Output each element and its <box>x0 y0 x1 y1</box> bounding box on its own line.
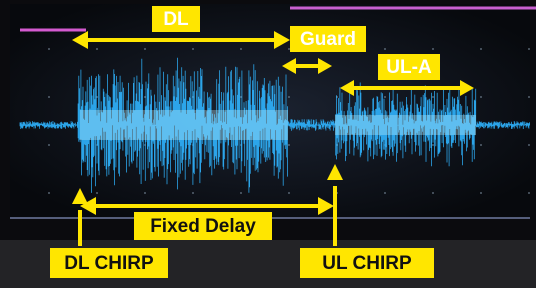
label-dl: DL <box>163 9 189 30</box>
label-ul-a: UL-A <box>386 57 432 78</box>
page: DL Guard UL-A Fixed Delay DL CHIRP UL CH… <box>0 0 536 288</box>
label-guard: Guard <box>300 29 356 50</box>
label-dl-chirp: DL CHIRP <box>64 253 154 274</box>
label-ul-chirp: UL CHIRP <box>322 253 412 274</box>
label-fixed-delay: Fixed Delay <box>150 216 256 237</box>
scope-photo: DL Guard UL-A Fixed Delay DL CHIRP UL CH… <box>0 0 536 288</box>
